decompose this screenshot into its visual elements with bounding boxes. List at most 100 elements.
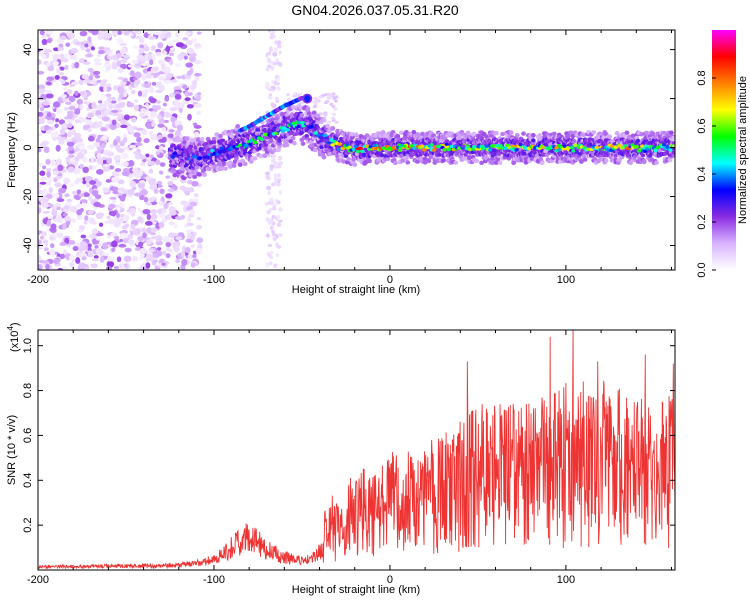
spectrogram-cell (113, 85, 120, 91)
spectrogram-cell (170, 78, 178, 83)
spectrogram-cell (162, 50, 168, 55)
spectrogram-cell (321, 117, 327, 123)
spectrogram-cell (271, 155, 276, 161)
spectrogram-cell (189, 209, 195, 216)
spectrogram-cell (202, 172, 207, 177)
spectrogram-cell (91, 102, 97, 109)
spectrogram-cell (130, 89, 136, 95)
spectrogram-cell (192, 122, 198, 127)
spectrogram-cell (149, 161, 156, 166)
spectrogram-cell (474, 158, 480, 163)
spectrogram-cell (567, 156, 573, 161)
spectrogram-cell (139, 179, 146, 184)
spectrogram-cell (116, 161, 121, 166)
spectrogram-cell (298, 105, 303, 110)
spectrogram-cell (149, 97, 157, 104)
spectrogram-cell (113, 186, 119, 192)
spectrogram-cell (271, 34, 276, 39)
spectrogram-cell (44, 48, 52, 53)
spectrogram-cell (244, 143, 249, 148)
spectrogram-cell (93, 57, 101, 64)
spectrogram-cell (46, 167, 52, 172)
spectrogram-cell (39, 181, 47, 185)
spectrogram-cell (113, 235, 120, 240)
spectrogram-cell (103, 63, 112, 68)
spectrogram-cell (175, 42, 184, 48)
spectrogram-cell (298, 118, 303, 122)
spectrogram-cell (227, 144, 232, 148)
spectrogram-cell (431, 148, 437, 152)
spectrogram-cell (186, 216, 192, 223)
spectrogram-cell (98, 100, 103, 104)
spectrogram-cell (142, 208, 151, 215)
spectrogram-cell (87, 127, 92, 133)
spectrogram-cell (142, 63, 148, 67)
spectrogram-cell (270, 85, 276, 89)
spectrogram-cell (133, 151, 140, 155)
spectrogram-cell (353, 132, 359, 137)
spectrogram-cell (68, 95, 76, 103)
spectrogram-cell (134, 192, 142, 197)
colorbar: 0.00.20.40.60.8 Normalized spectral ampl… (696, 30, 749, 278)
spectrogram-cell (271, 232, 277, 237)
spectrogram-cell (591, 130, 597, 135)
spectrogram-cell (56, 232, 64, 238)
spectrogram-cell (331, 105, 336, 109)
spectrogram-cell (187, 113, 192, 121)
spectrogram-cell (237, 162, 243, 167)
spectrogram-cell (325, 99, 330, 103)
spectrogram-y-tick-label: -40 (22, 238, 34, 254)
spectrogram-cell (63, 177, 71, 184)
spectrogram-cell (70, 47, 78, 54)
spectrogram-cell (130, 223, 136, 230)
spectrogram-cell (197, 92, 202, 96)
spectrogram-cell (624, 130, 630, 135)
spectrogram-y-tick-label: 20 (22, 92, 34, 104)
spectrogram-cell (270, 200, 274, 204)
spectrogram-cell (372, 143, 377, 148)
spectrogram-cell (54, 182, 62, 188)
spectrogram-cell (69, 261, 75, 268)
spectrogram-cell (422, 156, 428, 162)
spectrogram-cell (83, 100, 89, 105)
spectrogram-cell (404, 156, 409, 161)
spectrogram-cell (133, 104, 139, 112)
spectrogram-cell (52, 170, 59, 176)
spectrogram-cell (59, 253, 66, 260)
spectrogram-cell (271, 30, 276, 35)
spectrogram-cell (46, 170, 51, 178)
spectrogram-cell (45, 90, 52, 95)
spectrogram-cell (530, 133, 536, 138)
spectrogram-cell (293, 92, 298, 96)
spectrogram-cell (127, 233, 134, 240)
spectrogram-cell (266, 185, 271, 191)
spectrogram-cell (514, 148, 519, 152)
spectrogram-cell (495, 144, 500, 148)
spectrogram-cell (93, 201, 102, 208)
spectrogram-cell (186, 71, 192, 76)
spectrogram-cell (60, 94, 68, 99)
spectrogram-cell (219, 166, 225, 171)
spectrogram-cell (149, 59, 154, 66)
spectrogram-cell (154, 89, 163, 93)
spectrogram-cell (45, 263, 50, 270)
spectrogram-cell (265, 136, 270, 140)
spectrogram-cell (268, 261, 273, 266)
spectrogram-cell (197, 172, 202, 177)
spectrogram-cell (45, 81, 52, 86)
spectrogram-cell (41, 197, 50, 203)
spectrogram-cell (193, 158, 198, 162)
spectrogram-cell (98, 222, 104, 227)
spectrogram-cell (169, 107, 176, 112)
spectrogram-cell (630, 133, 636, 138)
spectrogram-cell (277, 164, 282, 169)
spectrogram-cell (69, 254, 77, 261)
spectrogram-cell (72, 246, 79, 252)
spectrogram-cell (97, 149, 102, 153)
spectrogram-cell (189, 201, 198, 207)
spectrogram-cell (177, 232, 185, 237)
spectrogram-cell (158, 145, 164, 150)
spectrogram-cell (196, 110, 201, 116)
spectrogram-cell (54, 123, 59, 128)
spectrogram-cell (74, 167, 80, 173)
